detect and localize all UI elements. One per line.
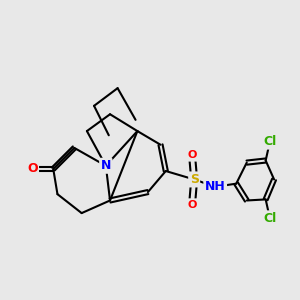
- Text: S: S: [190, 173, 199, 186]
- Text: O: O: [27, 162, 38, 176]
- Text: N: N: [100, 159, 111, 172]
- Text: O: O: [188, 200, 197, 210]
- Text: Cl: Cl: [263, 135, 277, 148]
- Text: O: O: [188, 150, 197, 160]
- Text: NH: NH: [205, 180, 226, 193]
- Text: Cl: Cl: [263, 212, 277, 225]
